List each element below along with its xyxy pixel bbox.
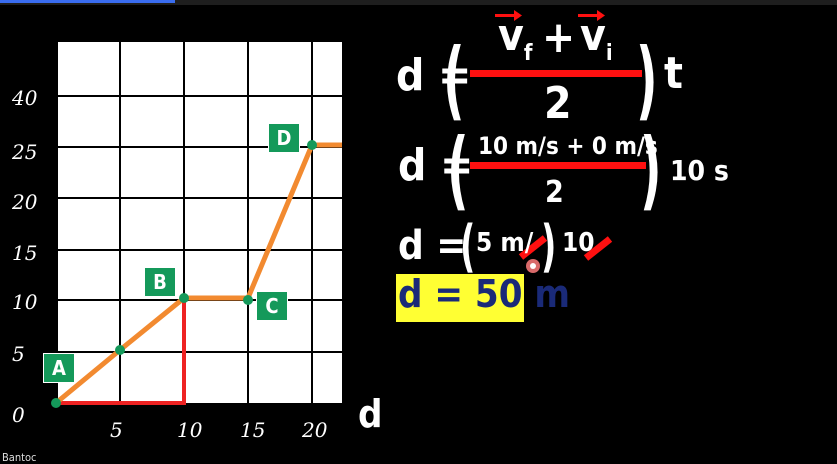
point-label-b: B <box>144 267 176 297</box>
cursor-icon <box>526 259 540 273</box>
y-tick-20: 20 <box>12 190 37 214</box>
eq1-vf: vf <box>498 10 532 66</box>
eq3-time: 10 <box>562 228 595 258</box>
vf-subscript: f <box>524 41 533 66</box>
answer-highlight: d = 50 m <box>396 274 524 322</box>
vi-subscript: i <box>606 41 613 66</box>
x-tick-20: 20 <box>302 418 327 442</box>
eq1-right-paren: ) <box>636 30 658 130</box>
eq2-fraction-bar <box>470 162 646 169</box>
eq3-speed: 5 m/ <box>476 228 533 258</box>
point-label-a: A <box>43 353 75 383</box>
x-tick-5: 5 <box>110 418 123 442</box>
eq2-right-paren: ) <box>640 120 662 220</box>
eq3-d-equals: d = <box>398 223 466 269</box>
answer-text: d = 50 m <box>398 272 570 316</box>
eq3-right-paren: ) <box>541 214 556 279</box>
x-axis-label: d <box>358 392 382 436</box>
vi-symbol: v <box>580 10 606 61</box>
point-label-d: D <box>268 123 300 153</box>
eq1-denominator: 2 <box>544 78 572 129</box>
y-tick-10: 10 <box>12 290 37 314</box>
footer-credit: Bantoc <box>2 451 37 464</box>
eq2-time: 10 s <box>670 154 729 187</box>
eq1-plus: + <box>542 12 575 63</box>
point-label-c: C <box>256 291 288 321</box>
eq1-fraction-bar <box>470 70 642 77</box>
eq2-denominator: 2 <box>545 175 564 210</box>
y-tick-15: 15 <box>12 241 37 265</box>
eq3-left-paren: ( <box>460 214 475 279</box>
y-tick-5: 5 <box>12 342 25 366</box>
eq1-vi: vi <box>580 10 613 66</box>
y-tick-25: 25 <box>12 140 37 164</box>
x-tick-15: 15 <box>240 418 265 442</box>
eq2-numerator: 10 m/s + 0 m/s <box>478 132 658 160</box>
x-tick-10: 10 <box>177 418 202 442</box>
eq1-left-paren: ( <box>443 30 465 130</box>
vf-symbol: v <box>498 10 524 61</box>
y-tick-0: 0 <box>12 403 25 427</box>
y-tick-40: 40 <box>12 86 37 110</box>
eq1-t: t <box>664 48 683 99</box>
eq2-left-paren: ( <box>447 120 469 220</box>
